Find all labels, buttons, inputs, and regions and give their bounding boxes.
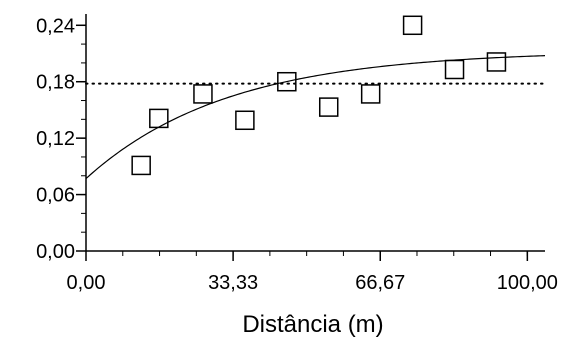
data-point-square: [360, 84, 381, 104]
data-point-square: [402, 15, 423, 36]
data-point-square: [444, 59, 465, 80]
x-tick-label: 33,33: [208, 272, 258, 294]
x-tick-label: 0,00: [67, 272, 106, 294]
x-tick-label: 100,00: [497, 272, 558, 294]
x-tick-label: 66,67: [355, 272, 405, 294]
data-point-square: [277, 71, 297, 92]
data-point-square: [193, 84, 213, 104]
data-point-square: [149, 108, 169, 129]
y-axis: 0,00 0,06 0,12 0,18 0,24: [36, 14, 87, 263]
data-point-square: [486, 52, 507, 72]
fit-curve-layer: [85, 55, 546, 180]
y-tick-label: 0,00: [36, 241, 75, 263]
data-points-layer: [131, 15, 507, 176]
data-point-square: [235, 110, 255, 131]
x-axis: 0,00 33,33 66,67 100,00: [67, 250, 558, 294]
y-tick-label: 0,12: [36, 128, 75, 150]
data-point-square: [131, 155, 151, 176]
model-fit-curve: [85, 55, 546, 180]
y-tick-label: 0,18: [36, 72, 75, 94]
x-axis-title: Distância (m): [242, 311, 383, 337]
y-tick-label: 0,24: [36, 15, 75, 37]
y-tick-label: 0,06: [36, 185, 75, 207]
data-point-square: [318, 97, 339, 117]
